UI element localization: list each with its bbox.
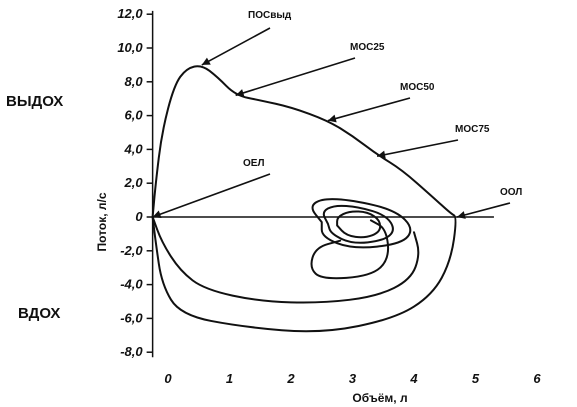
annotation-arrow — [327, 97, 411, 122]
y-axis-label: Поток, л/с — [95, 192, 109, 251]
annotation-label: ПОСвыд — [248, 10, 292, 21]
curve-4 — [336, 210, 382, 239]
x-axis-label: Объём, л — [352, 391, 407, 405]
y-tick-label: 8,0 — [125, 74, 144, 89]
exhale-label: ВЫДОХ — [6, 93, 63, 110]
annotation-arrow — [456, 202, 511, 218]
annotations: ПОСвыд МОС25 МОС50 МОС75 ООЛ ОЕЛ — [152, 10, 522, 219]
y-tick-label: -2,0 — [120, 243, 143, 258]
y-tick-label: 2,0 — [124, 175, 144, 190]
x-tick-label: 2 — [286, 371, 295, 386]
annotation-arrow — [235, 57, 356, 97]
x-tick-labels: 0 1 2 3 4 5 6 — [164, 371, 541, 386]
curve-1 — [151, 216, 420, 304]
annotation-label: ООЛ — [500, 187, 522, 198]
y-tick-label: 0 — [135, 209, 143, 224]
inhale-label: ВДОХ — [18, 305, 60, 322]
flow-volume-curves — [151, 65, 457, 333]
y-tick-label: 4,0 — [124, 141, 144, 156]
x-tick-label: 0 — [164, 371, 172, 386]
curve-2 — [311, 198, 412, 249]
curve-3 — [322, 204, 394, 244]
y-tick-label: -8,0 — [120, 344, 143, 359]
y-tick-label: 6,0 — [125, 108, 144, 123]
curve-0 — [151, 65, 457, 333]
annotation-arrow — [376, 139, 459, 157]
x-tick-label: 3 — [349, 371, 357, 386]
x-tick-label: 1 — [226, 371, 233, 386]
x-tick-label: 6 — [533, 371, 541, 386]
axes — [151, 10, 494, 358]
annotation-arrowhead — [457, 211, 466, 219]
y-tick-labels: 12,0 10,0 8,0 6,0 4,0 2,0 0 -2,0 -4,0 -6,0 -8,0 — [117, 6, 153, 359]
annotation-label: МОС50 — [400, 82, 435, 93]
y-tick-label: 10,0 — [117, 40, 143, 55]
annotation-arrow — [152, 173, 271, 218]
y-tick-label: -6,0 — [120, 310, 143, 325]
y-tick-label: -4,0 — [120, 277, 143, 292]
x-tick-label: 4 — [409, 371, 418, 386]
annotation-label: МОС75 — [455, 124, 490, 135]
annotation-arrowhead — [201, 57, 211, 65]
annotation-arrowhead — [152, 210, 162, 219]
annotation-arrowhead — [377, 150, 386, 159]
annotation-arrowhead — [327, 114, 337, 123]
y-tick-label: 12,0 — [117, 6, 143, 21]
annotation-label: МОС25 — [350, 42, 385, 53]
x-tick-label: 5 — [472, 371, 480, 386]
annotation-label: ОЕЛ — [243, 158, 264, 169]
annotation-arrow — [201, 27, 271, 66]
curve-5 — [310, 219, 390, 280]
annotation-arrowhead — [235, 89, 245, 97]
